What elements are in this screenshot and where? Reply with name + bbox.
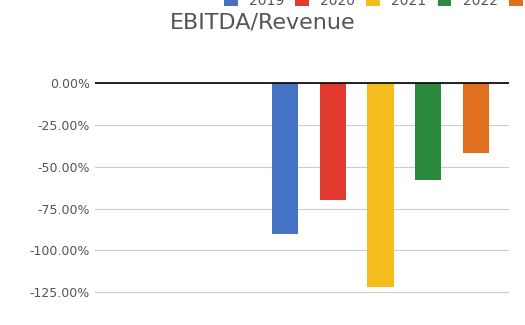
Bar bbox=[463, 83, 489, 153]
Text: EBITDA/Revenue: EBITDA/Revenue bbox=[170, 13, 355, 33]
Bar bbox=[415, 83, 442, 180]
Bar bbox=[368, 83, 394, 287]
Bar bbox=[320, 83, 346, 200]
Bar bbox=[272, 83, 298, 234]
Legend: 2019, 2020, 2021, 2022, TTM: 2019, 2020, 2021, 2022, TTM bbox=[218, 0, 525, 13]
